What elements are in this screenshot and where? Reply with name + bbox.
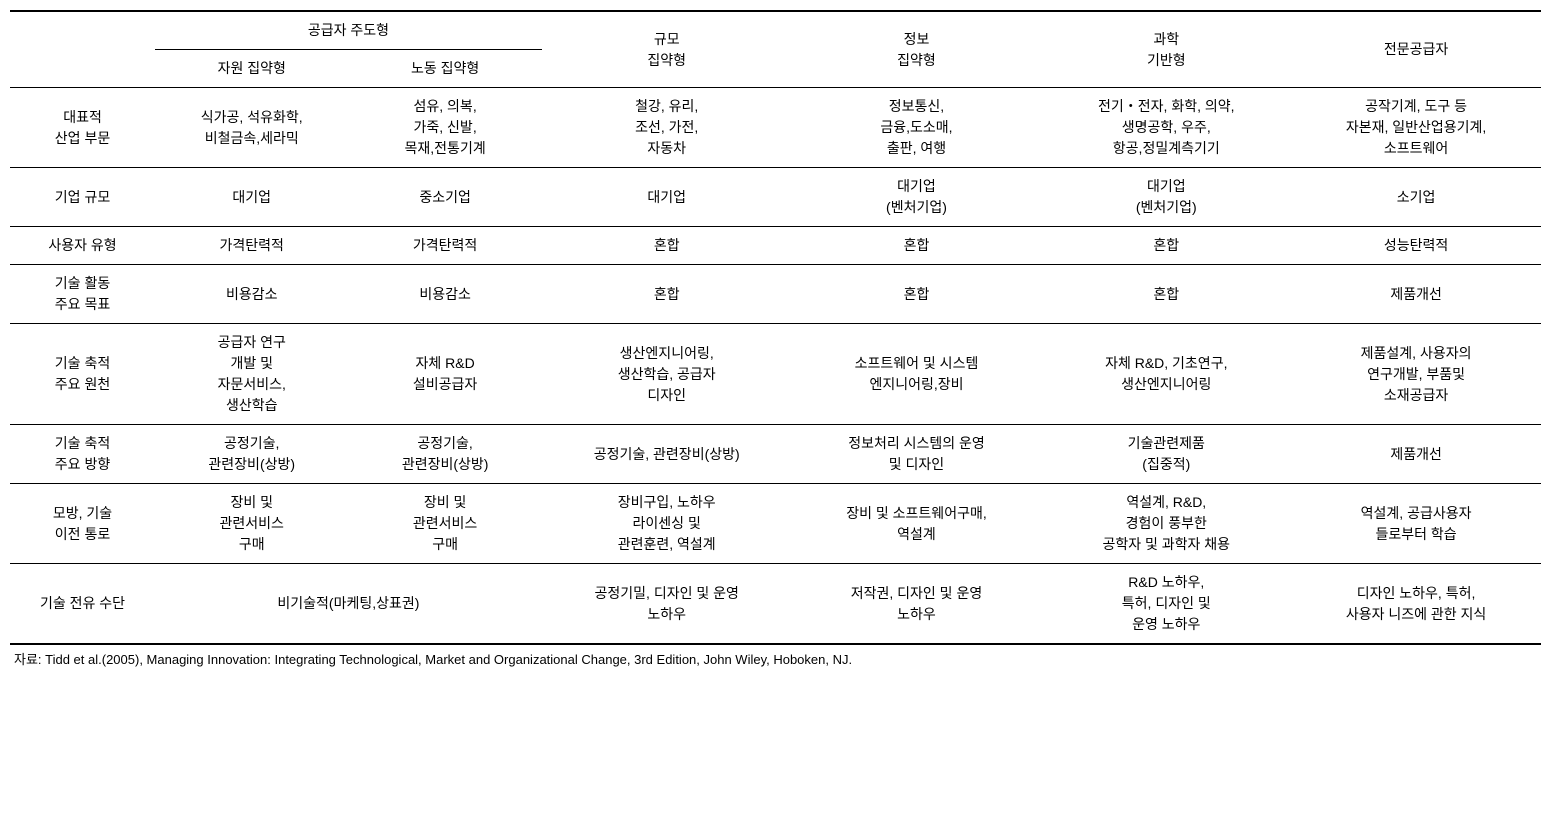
cell: 공작기계, 도구 등자본재, 일반산업용기계,소프트웨어 bbox=[1291, 88, 1541, 168]
cell: 가격탄력적 bbox=[155, 227, 348, 265]
cell: 혼합 bbox=[542, 227, 792, 265]
cell: 가격탄력적 bbox=[348, 227, 541, 265]
cell: 정보처리 시스템의 운영및 디자인 bbox=[792, 425, 1042, 484]
cell: 혼합 bbox=[1041, 265, 1291, 324]
cell: 제품설계, 사용자의연구개발, 부품및소재공급자 bbox=[1291, 324, 1541, 425]
header-blank bbox=[10, 11, 155, 88]
cell: 대기업(벤처기업) bbox=[1041, 168, 1291, 227]
cell: 소프트웨어 및 시스템엔지니어링,장비 bbox=[792, 324, 1042, 425]
cell: 섬유, 의복,가죽, 신발,목재,전통기계 bbox=[348, 88, 541, 168]
cell: 철강, 유리,조선, 가전,자동차 bbox=[542, 88, 792, 168]
cell: 공정기술,관련장비(상방) bbox=[348, 425, 541, 484]
cell: 성능탄력적 bbox=[1291, 227, 1541, 265]
row-label-firm-size: 기업 규모 bbox=[10, 168, 155, 227]
cell: 대기업(벤처기업) bbox=[792, 168, 1042, 227]
cell: 혼합 bbox=[542, 265, 792, 324]
cell: 비용감소 bbox=[155, 265, 348, 324]
header-specialist-supplier: 전문공급자 bbox=[1291, 11, 1541, 88]
cell: 대기업 bbox=[542, 168, 792, 227]
innovation-typology-table: 공급자 주도형 규모집약형 정보집약형 과학기반형 전문공급자 자원 집약형 노… bbox=[10, 10, 1541, 645]
cell: 소기업 bbox=[1291, 168, 1541, 227]
cell: 혼합 bbox=[792, 265, 1042, 324]
cell: 디자인 노하우, 특허,사용자 니즈에 관한 지식 bbox=[1291, 564, 1541, 645]
cell: 제품개선 bbox=[1291, 425, 1541, 484]
cell: 역설계, R&D,경험이 풍부한공학자 및 과학자 채용 bbox=[1041, 484, 1291, 564]
cell: 생산엔지니어링,생산학습, 공급자디자인 bbox=[542, 324, 792, 425]
row-label-user-type: 사용자 유형 bbox=[10, 227, 155, 265]
header-science-based: 과학기반형 bbox=[1041, 11, 1291, 88]
header-scale-intensive: 규모집약형 bbox=[542, 11, 792, 88]
cell: 제품개선 bbox=[1291, 265, 1541, 324]
cell: 장비 및관련서비스구매 bbox=[155, 484, 348, 564]
cell: 중소기업 bbox=[348, 168, 541, 227]
source-citation: 자료: Tidd et al.(2005), Managing Innovati… bbox=[10, 649, 1541, 668]
cell: 전기・전자, 화학, 의약,생명공학, 우주,항공,정밀계측기기 bbox=[1041, 88, 1291, 168]
cell: 공정기술, 관련장비(상방) bbox=[542, 425, 792, 484]
cell: 공정기술,관련장비(상방) bbox=[155, 425, 348, 484]
cell: 역설계, 공급사용자들로부터 학습 bbox=[1291, 484, 1541, 564]
row-label-tech-direction: 기술 축적주요 방향 bbox=[10, 425, 155, 484]
row-label-tech-goal: 기술 활동주요 목표 bbox=[10, 265, 155, 324]
cell: 비기술적(마케팅,상표권) bbox=[155, 564, 542, 645]
cell: 자체 R&D설비공급자 bbox=[348, 324, 541, 425]
cell: 공급자 연구개발 및자문서비스,생산학습 bbox=[155, 324, 348, 425]
cell: 혼합 bbox=[1041, 227, 1291, 265]
cell: 장비 및관련서비스구매 bbox=[348, 484, 541, 564]
row-label-imitation-transfer: 모방, 기술이전 통로 bbox=[10, 484, 155, 564]
header-supplier-led: 공급자 주도형 bbox=[155, 11, 542, 50]
cell: 대기업 bbox=[155, 168, 348, 227]
header-info-intensive: 정보집약형 bbox=[792, 11, 1042, 88]
cell: 장비구입, 노하우라이센싱 및관련훈련, 역설계 bbox=[542, 484, 792, 564]
row-label-industry: 대표적산업 부문 bbox=[10, 88, 155, 168]
cell: R&D 노하우,특허, 디자인 및운영 노하우 bbox=[1041, 564, 1291, 645]
cell: 장비 및 소프트웨어구매,역설계 bbox=[792, 484, 1042, 564]
cell: 자체 R&D, 기초연구,생산엔지니어링 bbox=[1041, 324, 1291, 425]
cell: 정보통신,금융,도소매,출판, 여행 bbox=[792, 88, 1042, 168]
cell: 저작권, 디자인 및 운영노하우 bbox=[792, 564, 1042, 645]
cell: 혼합 bbox=[792, 227, 1042, 265]
row-label-tech-source: 기술 축적주요 원천 bbox=[10, 324, 155, 425]
header-resource-intensive: 자원 집약형 bbox=[155, 50, 348, 88]
cell: 기술관련제품(집중적) bbox=[1041, 425, 1291, 484]
header-labor-intensive: 노동 집약형 bbox=[348, 50, 541, 88]
row-label-appropriation: 기술 전유 수단 bbox=[10, 564, 155, 645]
cell: 식가공, 석유화학,비철금속,세라믹 bbox=[155, 88, 348, 168]
cell: 비용감소 bbox=[348, 265, 541, 324]
cell: 공정기밀, 디자인 및 운영노하우 bbox=[542, 564, 792, 645]
